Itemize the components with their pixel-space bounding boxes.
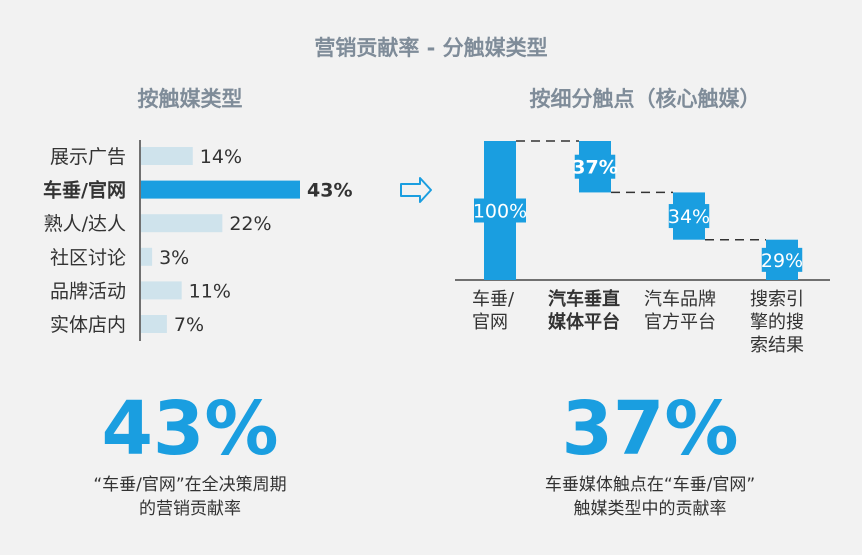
bar-value-label: 11% (189, 280, 231, 302)
bar-value-label: 7% (174, 314, 204, 336)
value-label-bg (761, 247, 803, 272)
bar-value-label: 43% (307, 180, 352, 202)
bar-value-label: 14% (200, 146, 242, 168)
right-big-stat: 37% (561, 386, 739, 472)
bar (141, 214, 223, 233)
waterfall-value-label: 29% (761, 250, 803, 272)
bar (141, 247, 153, 266)
chart-title: 营销贡献率 - 分触媒类型 (314, 36, 548, 60)
left-note-line2: 的营销贡献率 (139, 499, 241, 519)
bar (141, 180, 300, 199)
right-note-line1: 车垂媒体触点在“车垂/官网” (544, 475, 756, 495)
category-label: 车垂/官网 (43, 179, 126, 202)
waterfall-value-label: 34% (668, 206, 710, 228)
category-label: 社区讨论 (50, 247, 126, 269)
right-note-line2: 触媒类型中的贡献率 (573, 499, 727, 519)
waterfall-value-label: 37% (572, 157, 617, 179)
value-label-bg (474, 198, 526, 223)
waterfall-category-label: 车垂/官网 (472, 289, 515, 333)
bar (141, 315, 167, 333)
left-big-stat: 43% (101, 386, 279, 472)
bar (141, 281, 182, 300)
left-note-line1: “车垂/官网”在全决策周期 (93, 475, 287, 495)
waterfall-category-label: 搜索引 擎的搜 索结果 (750, 289, 804, 356)
value-label-bg (668, 204, 710, 229)
bar (141, 147, 193, 165)
value-label-bg (574, 154, 616, 179)
bar-value-label: 3% (159, 247, 189, 269)
waterfall-category-label: 汽车垂直 媒体平台 (548, 289, 620, 333)
category-label: 实体店内 (50, 314, 126, 336)
bar-value-label: 22% (229, 213, 271, 235)
left-panel-title: 按触媒类型 (137, 87, 243, 111)
right-panel-title: 按细分触点（核心触媒） (529, 87, 761, 111)
waterfall-category-label: 汽车品牌 官方平台 (644, 289, 716, 333)
category-label: 展示广告 (50, 146, 126, 168)
waterfall-value-label: 100% (473, 201, 527, 223)
category-label: 品牌活动 (50, 280, 126, 302)
category-label: 熟人/达人 (44, 213, 126, 235)
